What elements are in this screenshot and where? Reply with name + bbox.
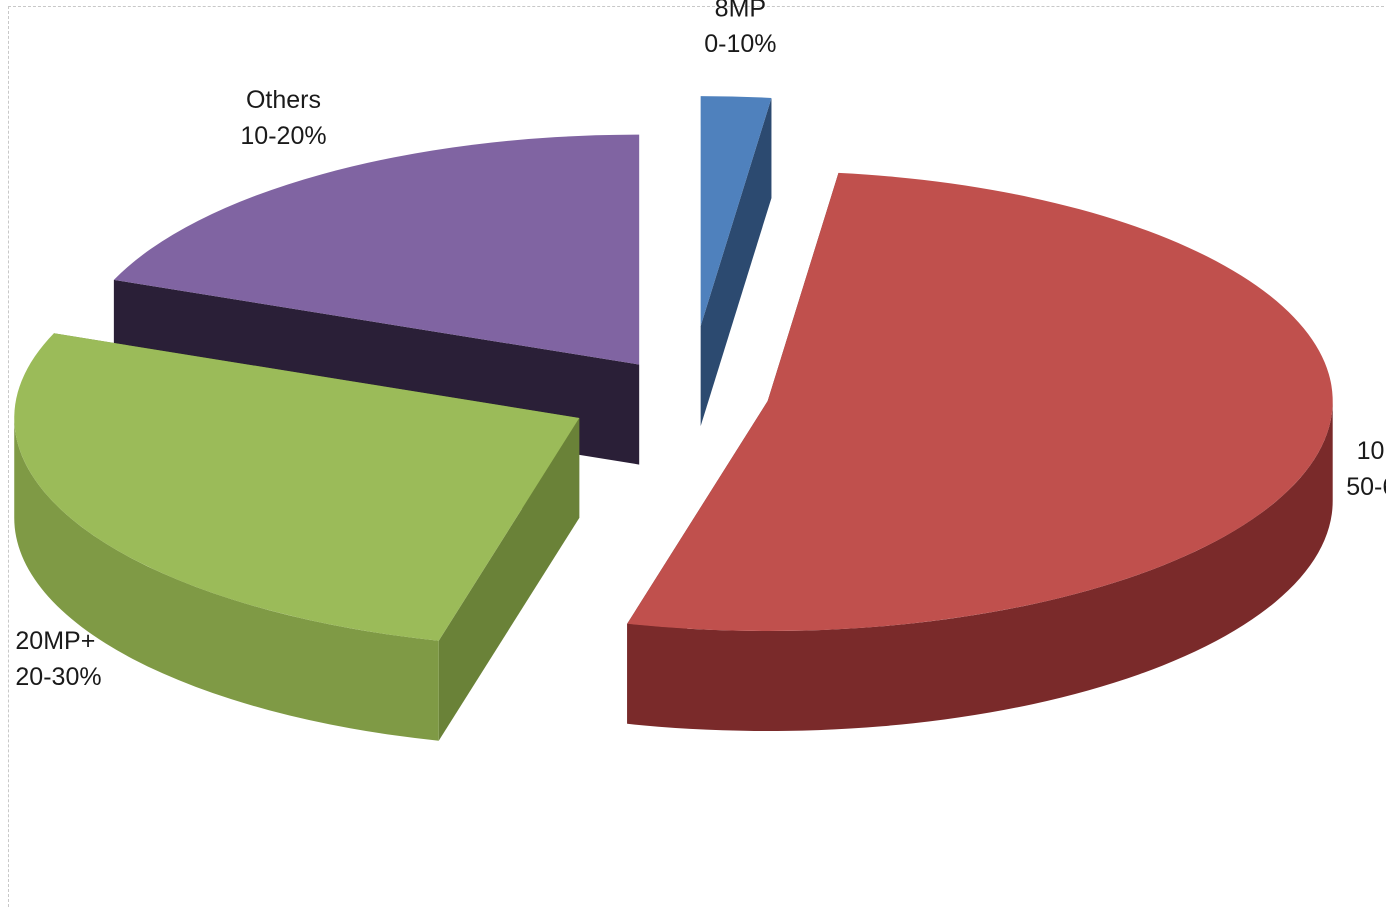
slice-label-8mp: 8MP <box>715 0 766 22</box>
slice-label-10mp: 10MP <box>1357 437 1386 465</box>
slice-8mp <box>700 96 772 427</box>
slice-wall <box>700 97 772 427</box>
slice-top <box>700 96 772 327</box>
slice-rim <box>14 417 439 741</box>
slice-range-others: 10-20% <box>240 122 326 150</box>
slice-top <box>14 333 580 641</box>
chart-frame <box>8 6 1384 907</box>
slice-labels: 8MP 0-10% 10MP 50-60% 20MP+ 20-30% Others 10-20… <box>15 0 1386 691</box>
slice-rim <box>627 401 1333 732</box>
slice-10mp <box>627 172 1333 732</box>
slice-top <box>627 172 1333 632</box>
slice-label-others: Others <box>246 86 321 114</box>
slice-range-8mp: 0-10% <box>704 30 776 58</box>
slice-range-20mp: 20-30% <box>15 663 101 691</box>
slice-top <box>113 134 640 365</box>
slice-range-10mp: 50-60% <box>1346 473 1386 501</box>
pie-slices <box>14 96 1333 741</box>
slice-20mp <box>14 333 580 741</box>
slice-label-20mp: 20MP+ <box>15 627 95 655</box>
